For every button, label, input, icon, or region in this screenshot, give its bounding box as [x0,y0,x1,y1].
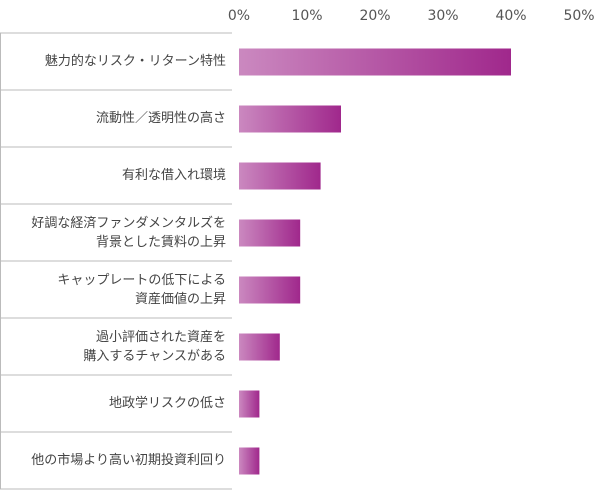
bar-shine [239,447,260,475]
x-tick-label: 0% [228,8,250,24]
category-label: 他の市場より高い初期投資利回り [31,453,226,468]
bar-shine [239,162,321,190]
bar-shine [239,333,280,361]
category-label: 流動性／透明性の高さ [95,111,226,126]
category-label: 魅力的なリスク・リターン特性 [44,54,226,69]
bar-shine [239,105,341,133]
category-label: 過小評価された資産を 購入するチャンスがある [83,329,226,364]
bar-shine [239,390,260,418]
bar-shine [239,48,511,76]
category-label: 好調な経済ファンダメンタルズを 背景とした賃料の上昇 [31,215,226,250]
x-tick-label: 50% [563,8,594,24]
x-tick-label: 40% [495,8,526,24]
category-label: 有利な借入れ環境 [121,168,226,183]
x-tick-label: 30% [427,8,458,24]
bar-shine [239,276,301,304]
bar-shine [239,219,301,247]
category-label: 地政学リスクの低さ [108,396,226,411]
x-tick-label: 20% [359,8,390,24]
x-tick-label: 10% [291,8,322,24]
category-label: キャップレートの低下による 資産価値の上昇 [57,272,226,307]
